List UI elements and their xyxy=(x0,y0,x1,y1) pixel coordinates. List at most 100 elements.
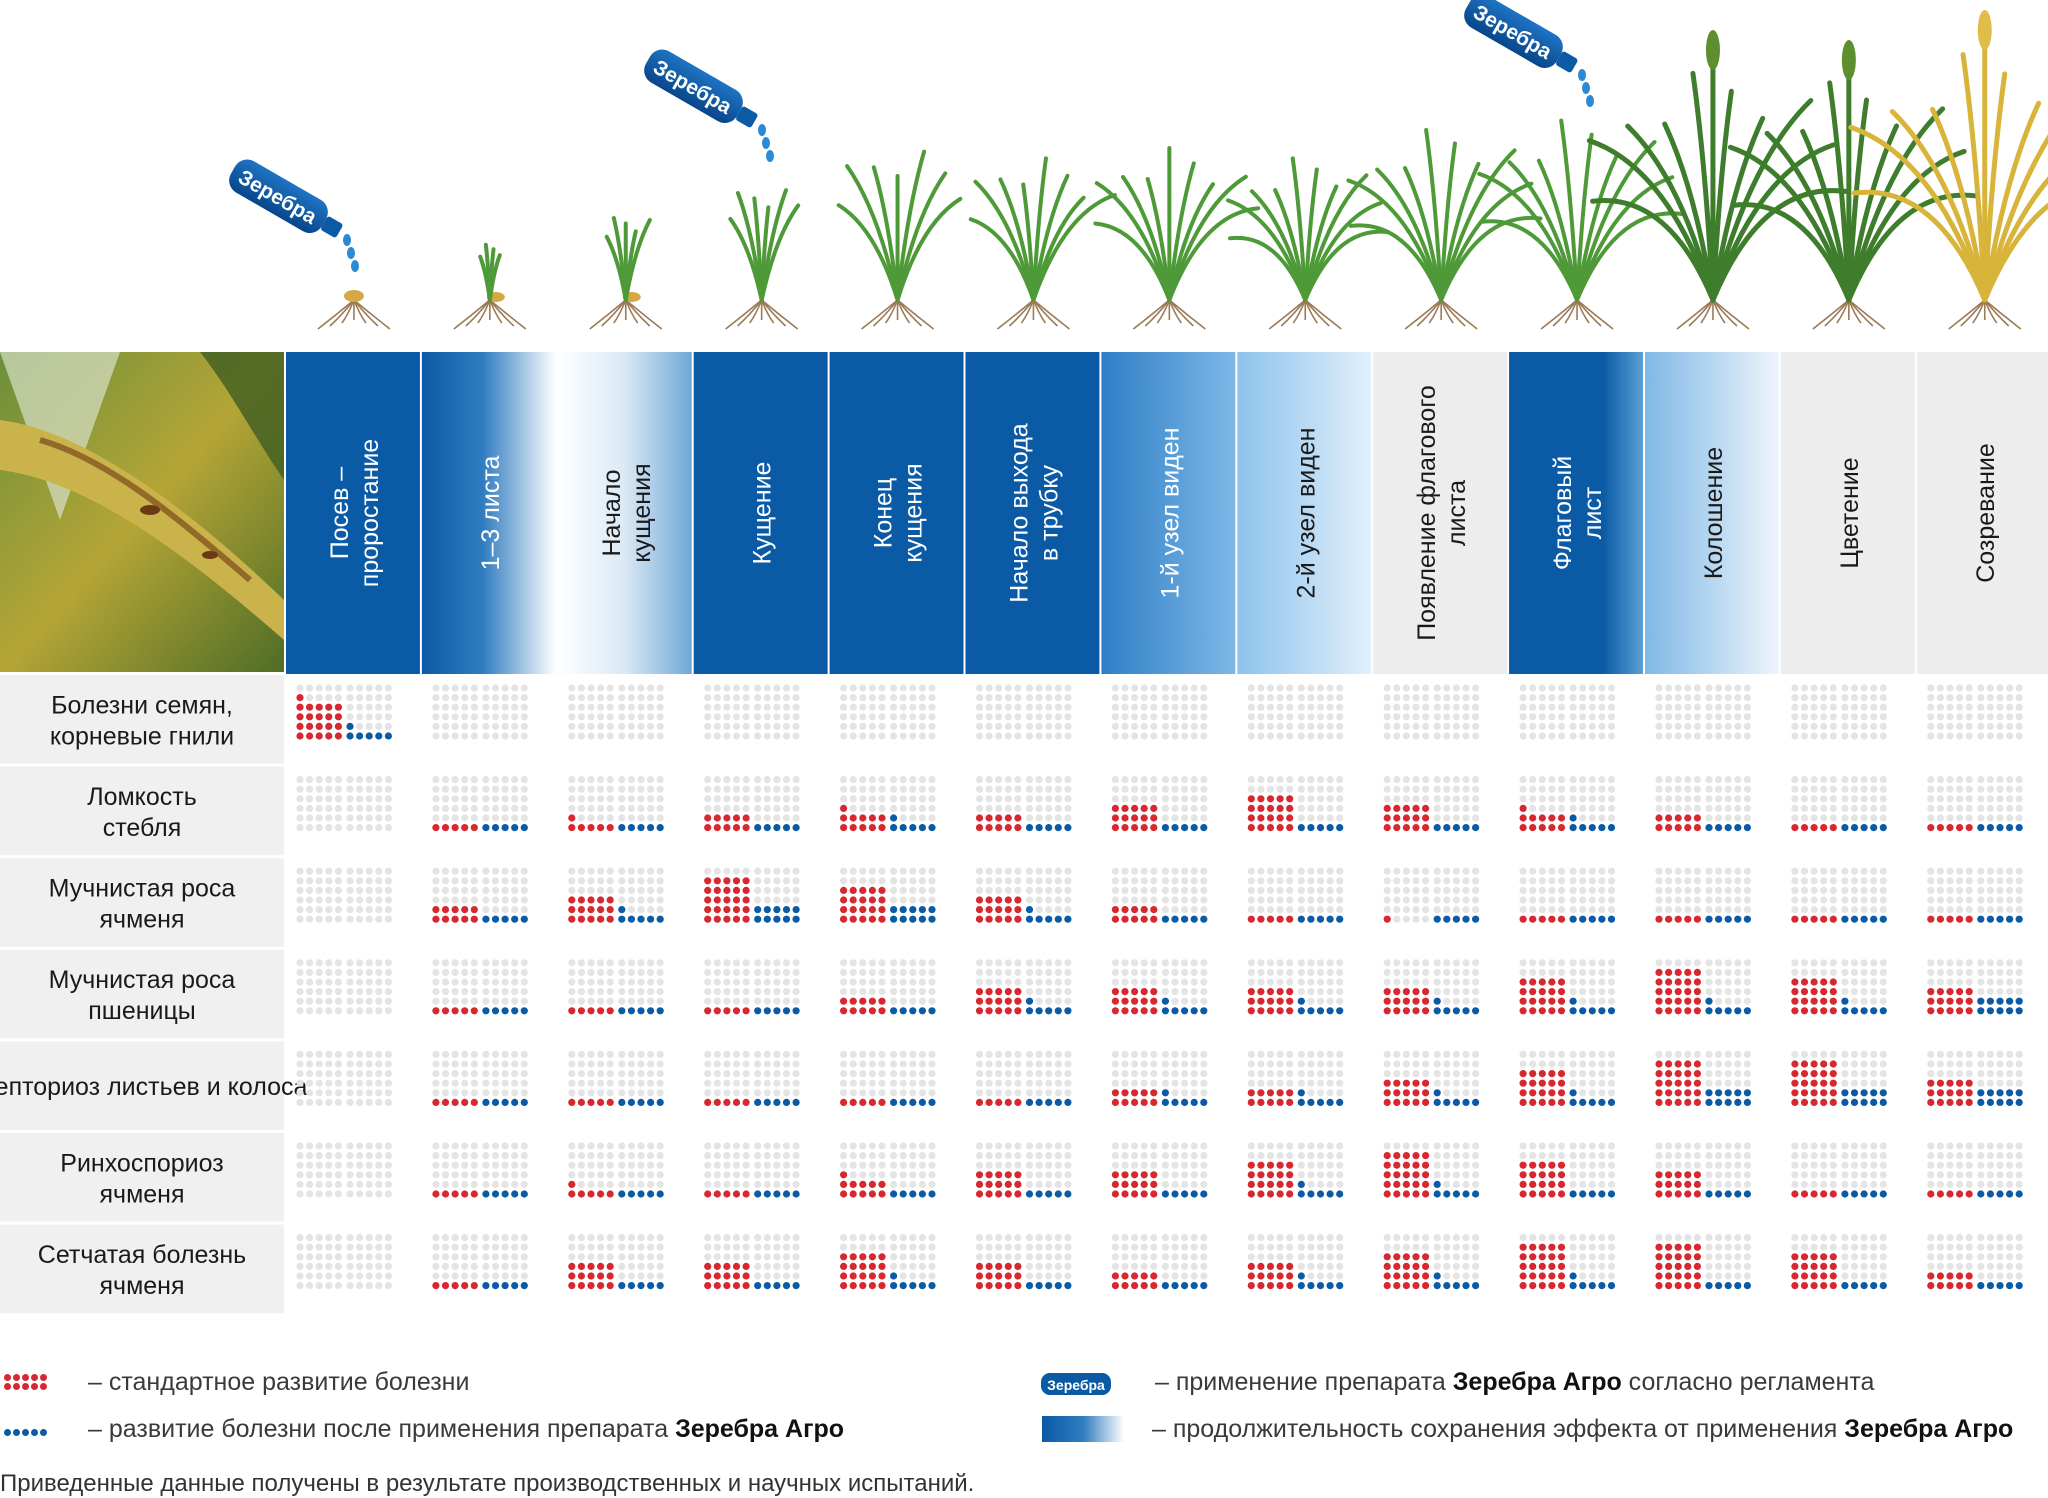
empty-dot xyxy=(928,988,936,996)
empty-dot xyxy=(742,959,750,967)
empty-dot xyxy=(1266,1152,1275,1160)
after-dot xyxy=(656,915,664,923)
after-dot xyxy=(1607,1098,1616,1106)
standard-dot xyxy=(325,722,333,731)
empty-dot xyxy=(859,1060,867,1068)
standard-dot xyxy=(441,906,450,914)
empty-dot xyxy=(1443,1180,1451,1188)
empty-dot xyxy=(1705,1161,1713,1169)
standard-dot xyxy=(1393,1161,1401,1169)
cell-4-10 xyxy=(1519,959,1616,1015)
empty-dot xyxy=(704,1050,712,1058)
after-dot xyxy=(511,1190,519,1198)
standard-dot xyxy=(1655,1079,1663,1087)
empty-dot xyxy=(315,1079,323,1087)
empty-dot xyxy=(1181,867,1189,875)
after-dot xyxy=(1054,1190,1062,1198)
empty-dot xyxy=(375,703,383,711)
empty-dot xyxy=(618,978,626,986)
empty-dot xyxy=(1743,1079,1751,1087)
empty-dot xyxy=(1297,1050,1305,1058)
empty-dot xyxy=(1986,1070,1994,1078)
empty-dot xyxy=(1297,1142,1305,1150)
empty-dot xyxy=(1064,694,1072,702)
empty-dot xyxy=(618,1171,626,1179)
empty-dot xyxy=(656,1152,664,1160)
standard-dot xyxy=(1693,968,1701,977)
empty-dot xyxy=(627,703,636,711)
empty-dot xyxy=(618,722,626,731)
empty-dot xyxy=(1422,896,1430,904)
empty-dot xyxy=(1607,804,1616,813)
empty-dot xyxy=(315,804,323,813)
empty-dot xyxy=(1200,988,1208,996)
empty-dot xyxy=(482,1262,490,1270)
empty-dot xyxy=(334,1253,342,1261)
empty-dot xyxy=(1402,886,1410,895)
empty-dot xyxy=(1800,1152,1809,1160)
standard-dot xyxy=(840,886,848,895)
empty-dot xyxy=(637,1060,645,1068)
empty-dot xyxy=(568,713,576,721)
empty-dot xyxy=(1171,814,1179,822)
empty-dot xyxy=(2015,1070,2023,1078)
empty-dot xyxy=(1443,1050,1451,1058)
empty-dot xyxy=(577,1152,586,1160)
empty-dot xyxy=(792,814,800,822)
empty-dot xyxy=(1190,703,1198,711)
empty-dot xyxy=(1870,732,1878,740)
empty-dot xyxy=(713,1161,721,1169)
empty-dot xyxy=(1045,694,1053,702)
empty-dot xyxy=(742,703,750,711)
empty-dot xyxy=(1538,795,1546,803)
empty-dot xyxy=(1383,785,1391,793)
empty-dot xyxy=(1025,795,1034,803)
after-dot xyxy=(647,915,655,923)
empty-dot xyxy=(441,713,450,721)
empty-dot xyxy=(1111,1060,1119,1068)
empty-dot xyxy=(1045,795,1053,803)
empty-dot xyxy=(2015,776,2023,784)
empty-dot xyxy=(1579,978,1587,986)
empty-dot xyxy=(1035,968,1043,977)
empty-dot xyxy=(1705,978,1713,986)
empty-dot xyxy=(511,785,519,793)
empty-dot xyxy=(1800,1171,1809,1179)
empty-dot xyxy=(849,978,857,986)
stage-header-10 xyxy=(1509,352,1643,674)
standard-dot xyxy=(1684,1089,1692,1097)
empty-dot xyxy=(1276,684,1284,692)
standard-dot xyxy=(334,732,342,740)
empty-dot xyxy=(1850,703,1859,711)
empty-dot xyxy=(2006,896,2014,904)
empty-dot xyxy=(782,1142,791,1150)
empty-dot xyxy=(1800,732,1809,740)
after-dot xyxy=(1462,1007,1470,1015)
standard-dot xyxy=(1674,1060,1682,1068)
empty-dot xyxy=(754,722,762,731)
empty-dot xyxy=(296,997,304,1005)
empty-dot xyxy=(1655,1152,1663,1160)
empty-dot xyxy=(520,1253,528,1261)
empty-dot xyxy=(2015,1161,2023,1169)
empty-dot xyxy=(1538,804,1546,813)
empty-dot xyxy=(441,703,450,711)
empty-dot xyxy=(1996,988,2004,996)
empty-dot xyxy=(1879,1070,1887,1078)
standard-dot xyxy=(1557,814,1566,822)
empty-dot xyxy=(1462,713,1470,721)
empty-dot xyxy=(346,1070,354,1078)
empty-dot xyxy=(470,804,478,813)
empty-dot xyxy=(1829,713,1837,721)
empty-dot xyxy=(511,1234,519,1242)
empty-dot xyxy=(1946,877,1954,885)
empty-dot xyxy=(1140,1070,1148,1078)
empty-dot xyxy=(742,732,750,740)
empty-dot xyxy=(325,1050,333,1058)
empty-dot xyxy=(859,1152,867,1160)
empty-dot xyxy=(1422,776,1430,784)
empty-dot xyxy=(773,1142,781,1150)
empty-dot xyxy=(334,1171,342,1179)
after-dot xyxy=(909,906,917,914)
standard-dot xyxy=(451,824,459,832)
